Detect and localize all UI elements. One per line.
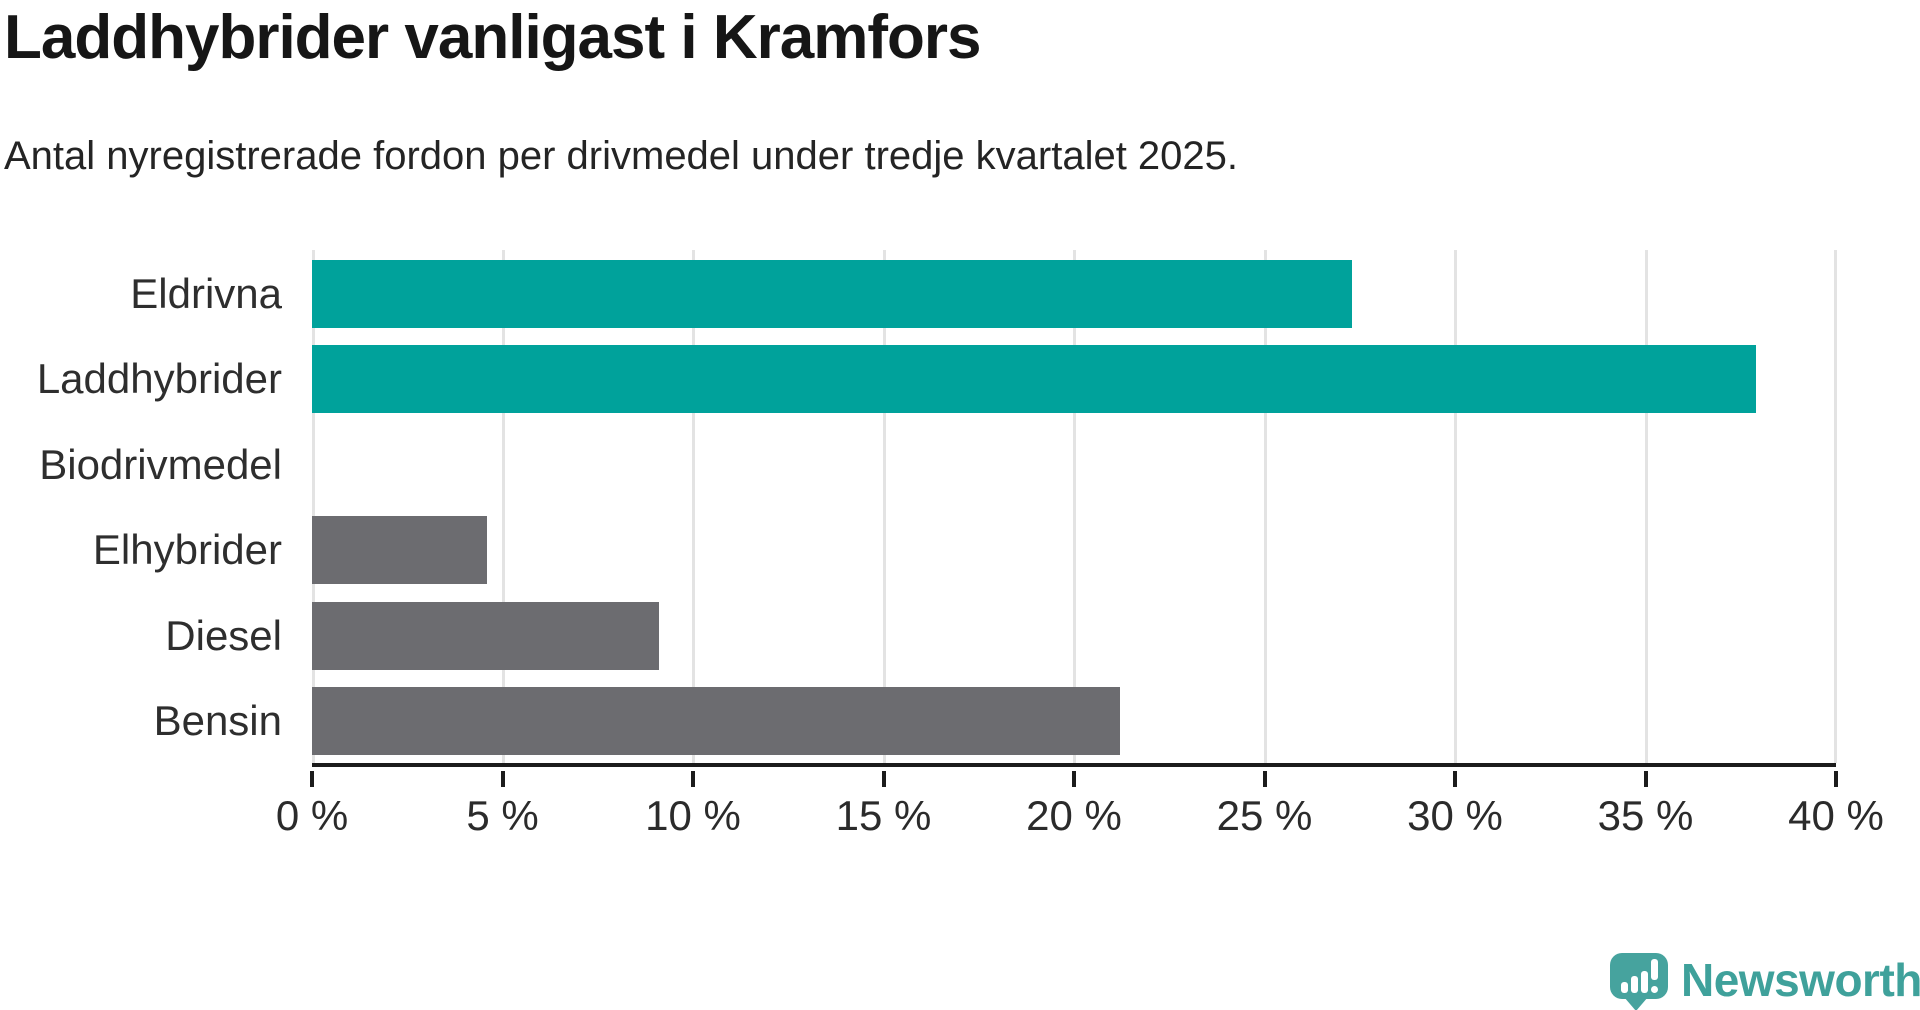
- bar-row-eldrivna: Eldrivna: [130, 260, 1836, 328]
- bar-diesel: [312, 602, 659, 670]
- bar-row-diesel: Diesel: [165, 602, 1836, 670]
- logo-bubble-tail: [1624, 997, 1648, 1010]
- tick-0: [310, 771, 314, 787]
- tick-label-10: 10 %: [645, 792, 741, 839]
- bar-row-laddhybrider: Laddhybrider: [37, 345, 1836, 413]
- category-label-eldrivna: Eldrivna: [130, 270, 282, 317]
- chart-title: Laddhybrider vanligast i Kramfors: [4, 3, 981, 72]
- tick-label-15: 15 %: [835, 792, 932, 839]
- logo-exclamation-dot: [1651, 986, 1658, 993]
- tick-40: [1834, 771, 1838, 787]
- tick-10: [691, 771, 695, 787]
- chart-subtitle: Antal nyregistrerade fordon per drivmede…: [4, 134, 1239, 178]
- category-label-biodrivmedel: Biodrivmedel: [39, 441, 282, 488]
- tick-20: [1072, 771, 1076, 787]
- gridline-40: [1834, 250, 1837, 763]
- bar-eldrivna: [312, 260, 1353, 328]
- bar-row-bensin: Bensin: [154, 687, 1836, 755]
- bar-row-biodrivmedel: Biodrivmedel: [39, 431, 1836, 499]
- category-label-bensin: Bensin: [153, 697, 282, 744]
- logo-bubble-shape: [1610, 953, 1668, 999]
- logo-text: Newsworthy: [1681, 954, 1920, 1006]
- bar-laddhybrider: [312, 345, 1756, 413]
- bar-chart-speech-bubble-icon: [1610, 950, 1668, 1010]
- tick-5: [500, 771, 505, 787]
- tick-15: [881, 771, 886, 787]
- gridline-15: [882, 250, 886, 763]
- logo-mini-bar-2: [1631, 976, 1638, 993]
- tick-label-20: 20 %: [1026, 792, 1122, 839]
- logo-mini-bar-3: [1641, 971, 1648, 993]
- tick-label-35: 35 %: [1597, 792, 1694, 839]
- tick-25: [1262, 771, 1267, 787]
- tick-35: [1643, 771, 1648, 787]
- plot-area: Eldrivna Laddhybrider Biodrivmedel Elhyb…: [37, 250, 1884, 839]
- gridline-35: [1644, 250, 1648, 763]
- gridline-10: [692, 250, 695, 763]
- logo-exclamation-bar: [1651, 959, 1658, 980]
- gridline-0: [312, 250, 315, 763]
- tick-label-30: 30 %: [1407, 792, 1503, 839]
- tick-label-0: 0 %: [275, 792, 349, 839]
- category-label-elhybrider: Elhybrider: [92, 526, 282, 573]
- gridline-5: [501, 250, 505, 763]
- tick-30: [1453, 771, 1457, 787]
- gridline-30: [1454, 250, 1457, 763]
- tick-label-40: 40 %: [1788, 792, 1884, 839]
- bar-elhybrider: [312, 516, 488, 584]
- gridline-25: [1263, 250, 1267, 763]
- tick-label-5: 5 %: [466, 792, 539, 839]
- gridline-20: [1073, 250, 1076, 763]
- category-label-laddhybrider: Laddhybrider: [36, 355, 282, 402]
- logo-mini-bar-1: [1621, 982, 1628, 993]
- bar-bensin: [312, 687, 1120, 755]
- newsworthy-logo: Newsworthy: [1610, 950, 1920, 1010]
- tick-label-25: 25 %: [1216, 792, 1313, 839]
- category-label-diesel: Diesel: [165, 612, 282, 659]
- bar-row-elhybrider: Elhybrider: [93, 516, 1836, 584]
